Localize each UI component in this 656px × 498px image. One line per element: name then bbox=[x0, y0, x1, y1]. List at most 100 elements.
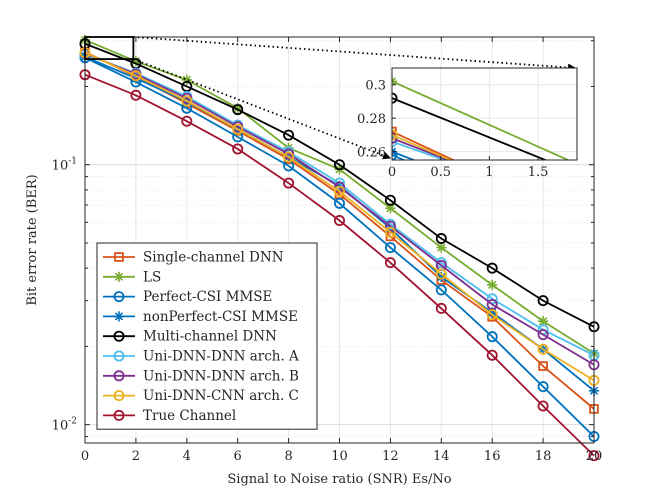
inset-x-tick-label: 0 bbox=[388, 165, 396, 180]
data-point bbox=[392, 132, 398, 144]
zoom-region-marker bbox=[84, 36, 135, 60]
legend-label: True Channel bbox=[143, 408, 236, 424]
y-tick-label-exponent: -1 bbox=[68, 157, 77, 167]
x-tick-label: 16 bbox=[484, 449, 501, 464]
legend-item: Uni-DNN-DNN arch. A bbox=[103, 349, 299, 365]
data-point bbox=[537, 329, 549, 341]
legend-label: LS bbox=[143, 269, 161, 285]
x-tick-label: 2 bbox=[132, 449, 140, 464]
series-line bbox=[84, 56, 595, 438]
data-point bbox=[392, 76, 398, 87]
data-point bbox=[113, 390, 125, 402]
x-tick-label: 10 bbox=[331, 449, 348, 464]
legend: Single-channel DNN LS Perfect-CSI MMSE nonP… bbox=[96, 242, 318, 430]
data-point bbox=[333, 197, 345, 209]
data-point bbox=[436, 242, 447, 253]
data-point bbox=[435, 284, 447, 296]
inset-series-line bbox=[392, 134, 453, 160]
inset-series-ls bbox=[392, 76, 571, 160]
legend-label: Uni-DNN-DNN arch. A bbox=[143, 349, 299, 365]
zoom-region-box bbox=[84, 36, 135, 60]
data-point bbox=[114, 252, 124, 262]
data-point bbox=[392, 92, 398, 104]
inset-series-multi-channel-dnn bbox=[392, 92, 548, 160]
inset-series-uni-dnn-dnn-arch-a bbox=[392, 136, 447, 160]
inset-series bbox=[392, 76, 571, 160]
data-point bbox=[538, 316, 549, 327]
inset-series-line bbox=[392, 137, 451, 160]
zoom-arrows bbox=[133, 36, 576, 160]
data-point-stroke bbox=[538, 317, 548, 326]
data-point bbox=[283, 151, 295, 163]
inset-axes-box bbox=[391, 67, 578, 161]
data-point-stroke bbox=[114, 272, 124, 281]
data-point bbox=[588, 450, 600, 462]
data-point bbox=[537, 400, 549, 412]
data-point bbox=[392, 129, 398, 141]
data-point bbox=[392, 136, 398, 148]
inset-series-line bbox=[392, 130, 456, 160]
data-point bbox=[384, 226, 396, 238]
data-point bbox=[113, 350, 125, 362]
data-point bbox=[537, 343, 549, 355]
data-point-stroke bbox=[392, 80, 397, 86]
data-point bbox=[537, 295, 549, 307]
inset-series-uni-dnn-dnn-arch-b bbox=[392, 132, 451, 160]
legend-item: True Channel bbox=[103, 408, 236, 424]
legend-item: Multi-channel DNN bbox=[103, 329, 277, 345]
data-point bbox=[130, 89, 142, 101]
data-point bbox=[181, 115, 193, 127]
data-point bbox=[130, 70, 142, 82]
inset-plot: 0 0.5 1 1.5 0.26 0.28 0.3 bbox=[357, 67, 578, 180]
y-tick-label: 10-2 bbox=[52, 417, 77, 434]
main-series bbox=[79, 34, 600, 462]
data-point bbox=[435, 302, 447, 314]
legend-item: Perfect-CSI MMSE bbox=[103, 289, 272, 305]
inset-background bbox=[392, 68, 577, 160]
data-point bbox=[181, 95, 193, 107]
data-point bbox=[283, 177, 295, 189]
legend-label: Multi-channel DNN bbox=[143, 329, 277, 345]
inset-x-tick-label: 1.5 bbox=[528, 165, 549, 180]
data-point bbox=[538, 361, 548, 371]
zoom-arrow-bottom bbox=[133, 58, 391, 160]
data-point-stroke bbox=[386, 204, 395, 213]
inset-series-perfect-csi-mmse bbox=[392, 149, 406, 160]
legend-label: Perfect-CSI MMSE bbox=[143, 289, 272, 305]
legend-item: Uni-DNN-DNN arch. B bbox=[103, 368, 299, 384]
series-multi-channel-dnn bbox=[79, 38, 600, 333]
legend-label: nonPerfect-CSI MMSE bbox=[143, 309, 298, 325]
data-point bbox=[232, 143, 244, 155]
data-point bbox=[486, 331, 498, 343]
data-point bbox=[113, 311, 125, 322]
legend-item: Uni-DNN-CNN arch. C bbox=[103, 388, 299, 404]
data-point bbox=[384, 194, 396, 206]
data-point bbox=[232, 104, 244, 116]
data-point bbox=[486, 349, 498, 361]
inset-series-line bbox=[392, 97, 548, 160]
data-point-stroke bbox=[114, 312, 124, 321]
y-tick-label-exponent: -2 bbox=[68, 417, 77, 427]
y-tick-label-base: 10 bbox=[52, 419, 69, 434]
y-tick-label: 10-1 bbox=[52, 157, 77, 174]
legend-item: LS bbox=[103, 269, 161, 285]
x-tick-label: 12 bbox=[382, 449, 399, 464]
legend-item: nonPerfect-CSI MMSE bbox=[103, 309, 298, 325]
zoom-arrow-top bbox=[133, 36, 576, 72]
data-point-stroke bbox=[488, 280, 497, 289]
x-tick-label: 18 bbox=[535, 449, 552, 464]
data-point bbox=[392, 149, 398, 160]
data-point bbox=[232, 123, 244, 135]
data-point bbox=[384, 242, 396, 254]
data-point bbox=[113, 271, 125, 282]
data-point bbox=[113, 330, 125, 342]
data-point bbox=[333, 185, 345, 197]
data-point bbox=[333, 215, 345, 227]
inset-y-tick-label: 0.26 bbox=[357, 146, 386, 161]
data-point-stroke bbox=[392, 150, 397, 156]
data-point bbox=[487, 279, 498, 290]
data-point bbox=[113, 409, 125, 421]
data-point bbox=[486, 309, 498, 321]
